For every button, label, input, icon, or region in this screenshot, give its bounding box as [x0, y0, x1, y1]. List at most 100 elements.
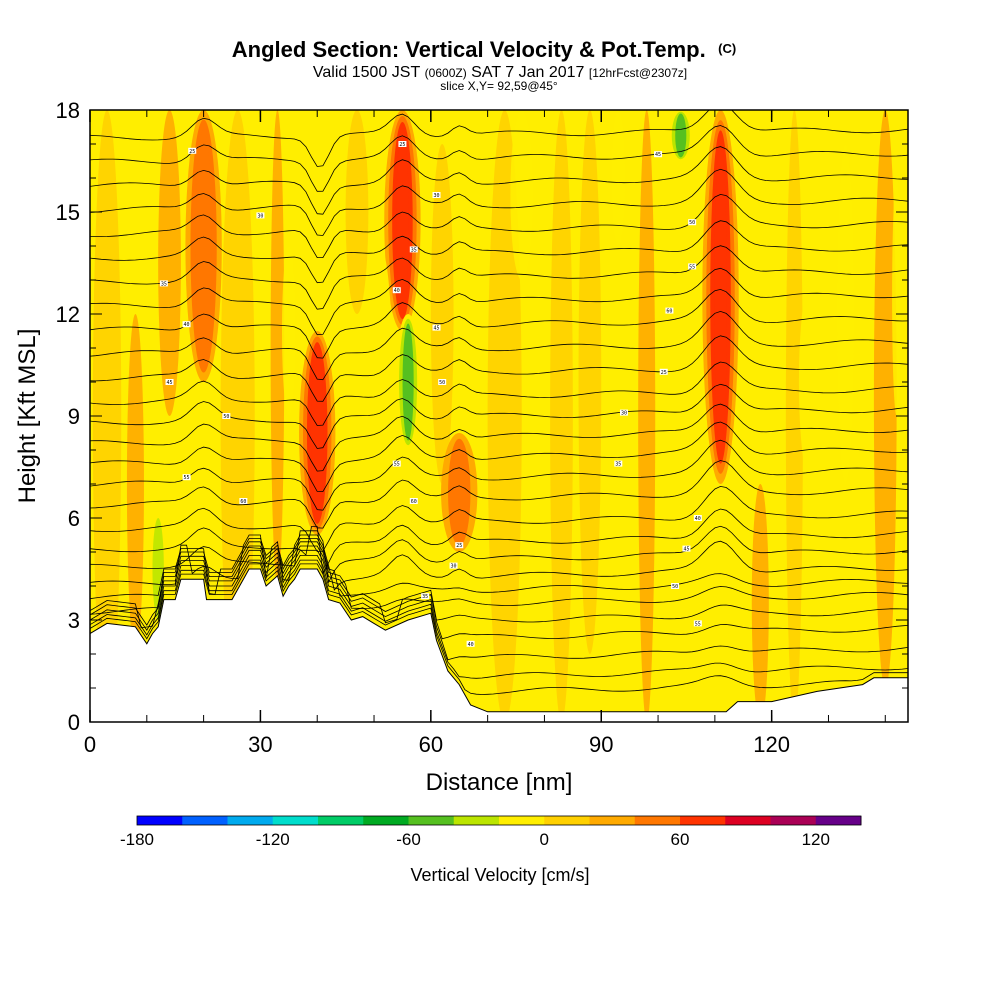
colorbar: -180 -120 -60 0 60 120 — [120, 815, 862, 849]
updraft-core — [448, 438, 471, 547]
theta-contour — [90, 125, 908, 192]
valid-time-line: Valid 1500 JST (0600Z) SAT 7 Jan 2017 [1… — [313, 64, 687, 81]
y-tick-label: 6 — [68, 506, 80, 531]
colorbar-tick-label: -60 — [396, 830, 421, 849]
colorbar-swatch — [815, 816, 862, 825]
theta-label: 35 — [161, 281, 167, 287]
theta-contour — [90, 549, 908, 640]
theta-label-bg — [188, 147, 197, 154]
y-tick-label: 18 — [56, 98, 80, 123]
colorbar-swatch — [725, 816, 771, 825]
theta-label: 55 — [695, 621, 701, 627]
theta-contour — [90, 439, 908, 511]
colorbar-swatch — [544, 816, 590, 825]
theta-label: 25 — [456, 543, 462, 549]
x-tick-label: 90 — [589, 732, 613, 757]
theta-label-bg — [432, 192, 441, 198]
theta-label: 25 — [399, 142, 405, 148]
theta-label: 45 — [433, 326, 439, 332]
theta-label: 45 — [167, 380, 173, 386]
theta-label-bg — [182, 321, 191, 328]
theta-label-bg — [659, 368, 668, 375]
theta-label: 35 — [422, 594, 428, 600]
y-tick-label: 0 — [68, 710, 80, 735]
potential-temperature-contours: 25 30 35 40 45 50 55 60 25 30 35 40 45 50 55 60 25 30 35 40… — [90, 110, 908, 695]
theta-label: 25 — [189, 149, 195, 155]
theta-label: 40 — [695, 516, 701, 522]
theta-label-bg — [688, 219, 697, 226]
y-axis: 0 3 6 9 12 15 18 — [56, 98, 908, 735]
theta-label-bg — [409, 498, 418, 504]
theta-label-bg — [182, 474, 191, 481]
theta-label-bg — [438, 379, 447, 385]
downdraft-core — [367, 246, 393, 484]
theta-contour — [90, 534, 908, 591]
theta-contour — [90, 559, 908, 679]
theta-label: 55 — [689, 264, 695, 270]
theta-label-bg — [619, 409, 628, 416]
theta-label: 45 — [655, 152, 661, 158]
colorbar-swatch — [770, 816, 817, 825]
theta-label: 30 — [257, 213, 263, 219]
theta-contour — [90, 460, 908, 529]
theta-contour — [90, 403, 908, 472]
theta-label-bg — [421, 593, 430, 600]
theta-label-bg — [688, 263, 697, 270]
colorbar-tick-label: 120 — [802, 830, 830, 849]
theta-label-bg — [693, 515, 702, 521]
theta-contour — [90, 361, 908, 426]
chart-title: Angled Section: Vertical Velocity & Pot.… — [232, 37, 736, 62]
theta-label-bg — [614, 460, 623, 467]
colorbar-swatch — [182, 816, 228, 825]
theta-contour — [90, 335, 908, 402]
slice-info: slice X,Y= 92,59@45° — [440, 79, 558, 93]
theta-label-bg — [682, 545, 691, 552]
colorbar-tick-label: -120 — [256, 830, 290, 849]
theta-contour — [90, 538, 908, 600]
colorbar-swatch — [363, 816, 409, 825]
theta-label-bg — [671, 583, 680, 589]
theta-label: 35 — [615, 462, 621, 468]
colorbar-swatch — [318, 816, 364, 825]
x-tick-label: 120 — [753, 732, 790, 757]
theta-label: 40 — [468, 642, 474, 648]
updraft-core — [195, 128, 212, 364]
colorbar-swatch — [227, 816, 274, 825]
theta-label-bg — [256, 212, 265, 219]
theta-label-bg — [392, 287, 401, 294]
colorbar-tick-label: 0 — [540, 830, 549, 849]
theta-label-bg — [665, 307, 674, 314]
theta-label-bg — [398, 141, 407, 147]
theta-label: 50 — [672, 584, 678, 590]
theta-label: 60 — [240, 499, 246, 505]
theta-label: 50 — [689, 220, 695, 226]
y-tick-label: 9 — [68, 404, 80, 429]
theta-label: 45 — [683, 547, 689, 553]
theta-contour — [90, 541, 908, 615]
theta-contour — [90, 245, 908, 310]
colorbar-swatch — [453, 816, 500, 825]
theta-contour — [90, 146, 908, 215]
y-tick-label: 15 — [56, 200, 80, 225]
updraft-core — [714, 140, 727, 454]
x-tick-label: 30 — [248, 732, 272, 757]
theta-label-bg — [409, 246, 418, 253]
theta-contour — [90, 545, 908, 629]
theta-label: 55 — [184, 475, 190, 481]
theta-label: 30 — [451, 564, 457, 570]
theta-contour — [90, 288, 908, 359]
theta-label-bg — [466, 640, 475, 647]
theta-label-bg — [222, 413, 231, 419]
theta-label: 60 — [411, 499, 417, 505]
theta-label: 30 — [433, 193, 439, 199]
x-tick-label: 0 — [84, 732, 96, 757]
theta-contour — [90, 508, 908, 575]
updraft-core — [396, 128, 409, 313]
theta-label-bg — [159, 280, 168, 287]
downdraft-core — [798, 280, 824, 484]
colorbar-swatch — [137, 816, 183, 825]
theta-contour — [90, 485, 908, 552]
updraft-core — [310, 347, 324, 519]
theta-contour — [90, 555, 908, 661]
